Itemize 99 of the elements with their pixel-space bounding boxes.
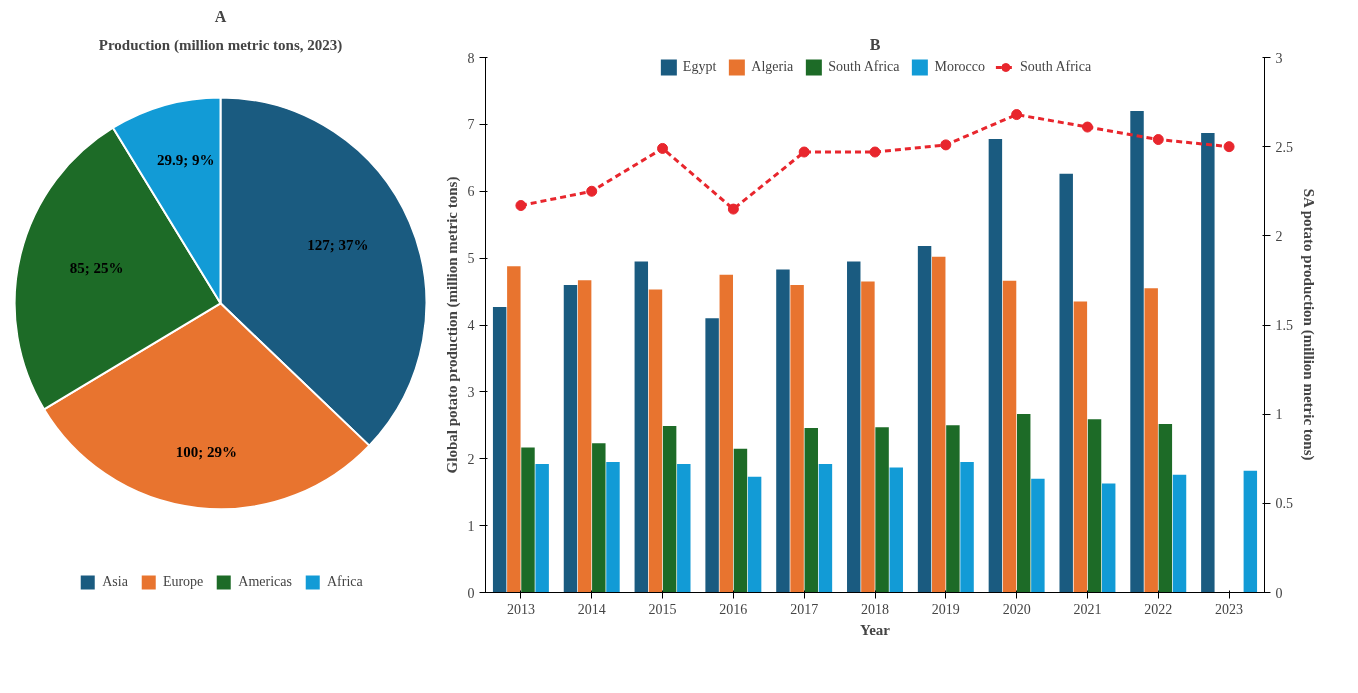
bar <box>1073 301 1088 593</box>
y-tick-label: 4 <box>467 318 475 333</box>
bar <box>507 266 521 593</box>
x-tick-label: 2013 <box>506 601 535 617</box>
x-tick-label: 2019 <box>931 601 960 617</box>
bar <box>733 448 748 593</box>
x-tick-label: 2014 <box>577 601 606 617</box>
bar <box>606 462 620 593</box>
bar <box>847 261 861 593</box>
bar <box>1016 413 1031 593</box>
point <box>1152 134 1164 146</box>
y2-tick-label: 2 <box>1275 228 1283 244</box>
point <box>798 146 810 158</box>
bar <box>960 462 974 593</box>
bar <box>1158 423 1173 593</box>
bar <box>776 269 790 593</box>
bar <box>1101 483 1116 593</box>
bar <box>932 256 946 593</box>
bar <box>1002 280 1017 593</box>
bar <box>662 425 677 593</box>
bar <box>917 246 932 593</box>
point <box>1223 141 1235 153</box>
data-label: 29.9; 9% <box>157 151 215 168</box>
x-tick-label: 2023 <box>1215 601 1244 617</box>
y-tick-label: 7 <box>467 117 475 133</box>
y2-tick-label: 0.5 <box>1275 496 1293 512</box>
bar <box>677 464 691 593</box>
bar <box>705 318 719 593</box>
chart-subtitle: Production (million metric tons, 2023) <box>98 36 343 54</box>
y-axis-title: Global potato production (million metric tons) <box>443 176 461 474</box>
y2-tick-label: 3 <box>1275 50 1283 66</box>
point <box>1011 109 1023 121</box>
bar <box>1087 419 1102 593</box>
y-tick-label: 8 <box>467 50 475 66</box>
bar <box>1059 173 1073 593</box>
legend-label: South Africa <box>828 59 900 75</box>
y2-tick-label: 2.5 <box>1275 139 1293 155</box>
bar <box>1144 288 1158 593</box>
bar <box>790 284 804 593</box>
bar <box>804 427 818 593</box>
legend-label: Europe <box>162 574 204 590</box>
bar <box>521 447 535 593</box>
bar <box>1031 478 1045 593</box>
legend-label: Americas <box>238 574 292 590</box>
bar <box>592 443 606 593</box>
legend-label: Egypt <box>682 59 717 75</box>
point <box>586 185 598 197</box>
x-tick-label: 2016 <box>719 601 748 617</box>
y-tick-label: 5 <box>467 251 475 267</box>
x-tick-label: 2021 <box>1073 601 1102 617</box>
bar <box>988 139 1003 593</box>
bar <box>1201 133 1215 593</box>
data-label: 100; 29% <box>175 443 237 460</box>
x-tick-label: 2017 <box>790 601 819 617</box>
bar <box>563 284 578 593</box>
legend-label: Africa <box>327 574 363 590</box>
bar <box>719 274 734 593</box>
bar <box>634 261 649 593</box>
point <box>1081 121 1093 133</box>
bar <box>492 306 507 593</box>
bar <box>861 281 875 593</box>
point <box>515 200 527 212</box>
bar <box>648 289 663 593</box>
legend-label: South Africa <box>1019 59 1092 75</box>
bar <box>946 425 960 593</box>
legend-label: Morocco <box>934 59 985 75</box>
point <box>727 203 739 215</box>
data-label: 85; 25% <box>69 259 124 276</box>
x-tick-label: 2022 <box>1144 601 1173 617</box>
y2-tick-label: 0 <box>1275 585 1283 601</box>
x-tick-label: 2020 <box>1002 601 1031 617</box>
bar <box>1243 470 1258 593</box>
legend-label: Algeria <box>751 59 794 75</box>
bar <box>535 464 549 593</box>
y2-tick-label: 1 <box>1275 407 1283 423</box>
bar <box>818 464 833 593</box>
bar <box>1172 474 1187 593</box>
y-tick-label: 2 <box>467 451 475 467</box>
bar <box>577 280 592 593</box>
y-tick-label: 1 <box>467 518 475 534</box>
y-tick-label: 3 <box>467 384 475 400</box>
x-axis-title: Year <box>860 621 891 638</box>
bar <box>747 476 762 593</box>
chart-title: B <box>869 35 881 53</box>
x-tick-label: 2018 <box>861 601 889 617</box>
y-tick-label: 0 <box>467 585 475 601</box>
bar <box>875 427 889 593</box>
bar <box>1130 111 1144 593</box>
point <box>869 146 881 158</box>
y2-axis-title: SA potato production (million metric tons) <box>1300 188 1317 461</box>
legend-label: Asia <box>102 574 128 590</box>
x-tick-label: 2015 <box>648 601 677 617</box>
chart-title: A <box>214 7 227 25</box>
point <box>657 142 669 154</box>
y-tick-label: 6 <box>467 184 475 200</box>
point <box>940 139 952 151</box>
bar <box>889 467 903 593</box>
y2-tick-label: 1.5 <box>1275 318 1293 333</box>
data-label: 127; 37% <box>307 236 369 253</box>
